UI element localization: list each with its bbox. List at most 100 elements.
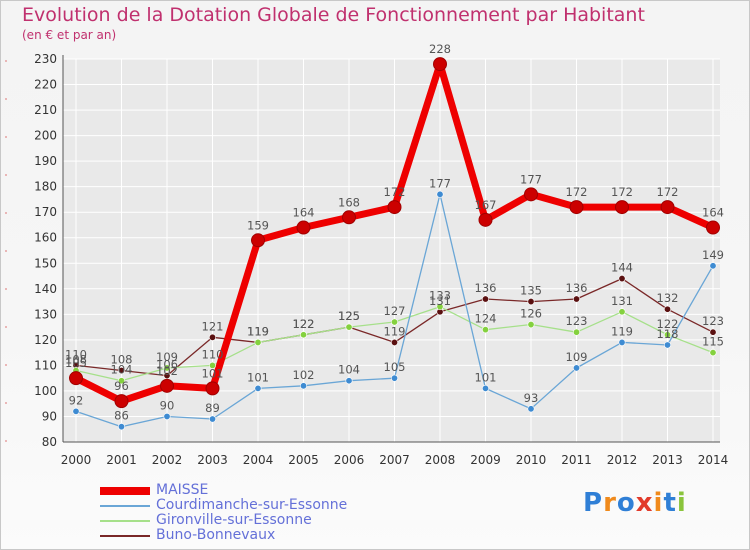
data-label: 228 bbox=[429, 42, 451, 56]
data-label: 119 bbox=[247, 324, 269, 338]
x-tick-label: 2007 bbox=[379, 453, 410, 467]
data-label: 102 bbox=[156, 364, 178, 378]
legend-label-buno: Buno-Bonnevaux bbox=[156, 527, 276, 543]
data-point bbox=[481, 326, 489, 334]
legend-swatch-maisse bbox=[100, 487, 150, 495]
data-point bbox=[118, 377, 126, 385]
data-point bbox=[390, 318, 398, 326]
x-tick-label: 2003 bbox=[197, 453, 228, 467]
data-point bbox=[569, 200, 584, 215]
data-point bbox=[163, 412, 171, 420]
x-tick-label: 2005 bbox=[288, 453, 319, 467]
data-point bbox=[615, 200, 629, 215]
data-point bbox=[209, 361, 217, 369]
data-label: 131 bbox=[429, 294, 451, 308]
data-label: 125 bbox=[338, 309, 360, 323]
data-point bbox=[527, 321, 535, 329]
data-point bbox=[709, 262, 717, 270]
x-tick-label: 2006 bbox=[334, 453, 365, 467]
data-label: 104 bbox=[338, 363, 360, 377]
data-label: 119 bbox=[384, 324, 406, 338]
data-label: 126 bbox=[520, 307, 542, 321]
logo-letter: x bbox=[635, 488, 654, 518]
data-point bbox=[69, 371, 83, 386]
data-label: 106 bbox=[156, 358, 178, 372]
data-point bbox=[160, 378, 174, 393]
chart-title: Evolution de la Dotation Globale de Fonc… bbox=[22, 4, 645, 26]
x-tick-label: 2001 bbox=[106, 453, 137, 467]
data-point bbox=[663, 331, 671, 339]
y-tick-label: 110 bbox=[34, 358, 57, 372]
y-tick-label: 140 bbox=[34, 282, 57, 296]
x-tick-label: 2013 bbox=[652, 453, 683, 467]
data-point bbox=[572, 328, 580, 336]
data-point bbox=[706, 220, 720, 235]
data-label: 122 bbox=[293, 317, 315, 331]
data-label: 89 bbox=[205, 401, 220, 415]
data-label: 109 bbox=[156, 350, 178, 364]
data-point bbox=[481, 295, 489, 303]
x-tick-label: 2002 bbox=[152, 453, 183, 467]
data-point bbox=[572, 295, 580, 303]
data-label: 168 bbox=[338, 195, 360, 209]
data-label: 172 bbox=[657, 185, 679, 199]
data-label: 131 bbox=[611, 294, 633, 308]
data-point bbox=[118, 367, 126, 375]
data-label: 101 bbox=[475, 370, 497, 384]
data-label: 127 bbox=[384, 304, 406, 318]
data-label: 119 bbox=[611, 324, 633, 338]
data-point bbox=[118, 423, 126, 431]
data-point bbox=[436, 303, 444, 311]
data-point bbox=[342, 210, 356, 225]
data-label: 122 bbox=[657, 317, 679, 331]
y-tick-label: 160 bbox=[34, 231, 57, 245]
data-label: 105 bbox=[384, 360, 406, 374]
x-tick-label: 2009 bbox=[470, 453, 501, 467]
data-label: 101 bbox=[247, 370, 269, 384]
logo-letter: i bbox=[653, 488, 664, 518]
y-tick-label: 230 bbox=[34, 52, 57, 66]
data-label: 125 bbox=[338, 309, 360, 323]
data-label: 135 bbox=[520, 284, 542, 298]
y-tick-label: 220 bbox=[34, 78, 57, 92]
x-tick-label: 2010 bbox=[516, 453, 547, 467]
data-label: 144 bbox=[611, 261, 633, 275]
data-label: 133 bbox=[429, 289, 451, 303]
data-point bbox=[481, 384, 489, 392]
x-tick-label: 2004 bbox=[243, 453, 274, 467]
legend-label-maisse: MAISSE bbox=[156, 482, 209, 498]
data-label: 159 bbox=[247, 218, 269, 232]
legend-swatch-courdimanche bbox=[100, 505, 150, 507]
data-label: 101 bbox=[202, 366, 224, 380]
data-label: 167 bbox=[475, 198, 497, 212]
data-label: 108 bbox=[111, 353, 133, 367]
data-point bbox=[254, 338, 262, 346]
data-point bbox=[433, 57, 447, 72]
x-tick-label: 2000 bbox=[61, 453, 92, 467]
y-tick-label: 90 bbox=[42, 409, 57, 423]
x-tick-label: 2012 bbox=[607, 453, 638, 467]
data-point bbox=[345, 323, 353, 331]
x-tick-label: 2014 bbox=[698, 453, 729, 467]
data-label: 119 bbox=[247, 324, 269, 338]
data-point bbox=[299, 382, 307, 390]
data-point bbox=[709, 349, 717, 357]
data-point bbox=[296, 220, 311, 235]
data-point bbox=[387, 200, 402, 215]
data-point bbox=[251, 233, 265, 248]
data-label: 90 bbox=[160, 398, 175, 412]
data-point bbox=[572, 364, 580, 372]
data-point bbox=[618, 308, 626, 316]
data-point bbox=[209, 415, 217, 423]
data-point bbox=[254, 384, 262, 392]
legend-label-courdimanche: Courdimanche-sur-Essonne bbox=[156, 497, 348, 513]
y-tick-label: 170 bbox=[34, 205, 57, 219]
data-label: 102 bbox=[293, 368, 315, 382]
data-point bbox=[660, 200, 675, 215]
y-tick-label: 120 bbox=[34, 333, 57, 347]
data-label: 110 bbox=[65, 347, 87, 361]
logo-letter: r bbox=[603, 488, 617, 518]
y-tick-label: 210 bbox=[34, 103, 57, 117]
data-label: 124 bbox=[475, 312, 497, 326]
data-point bbox=[209, 333, 217, 341]
